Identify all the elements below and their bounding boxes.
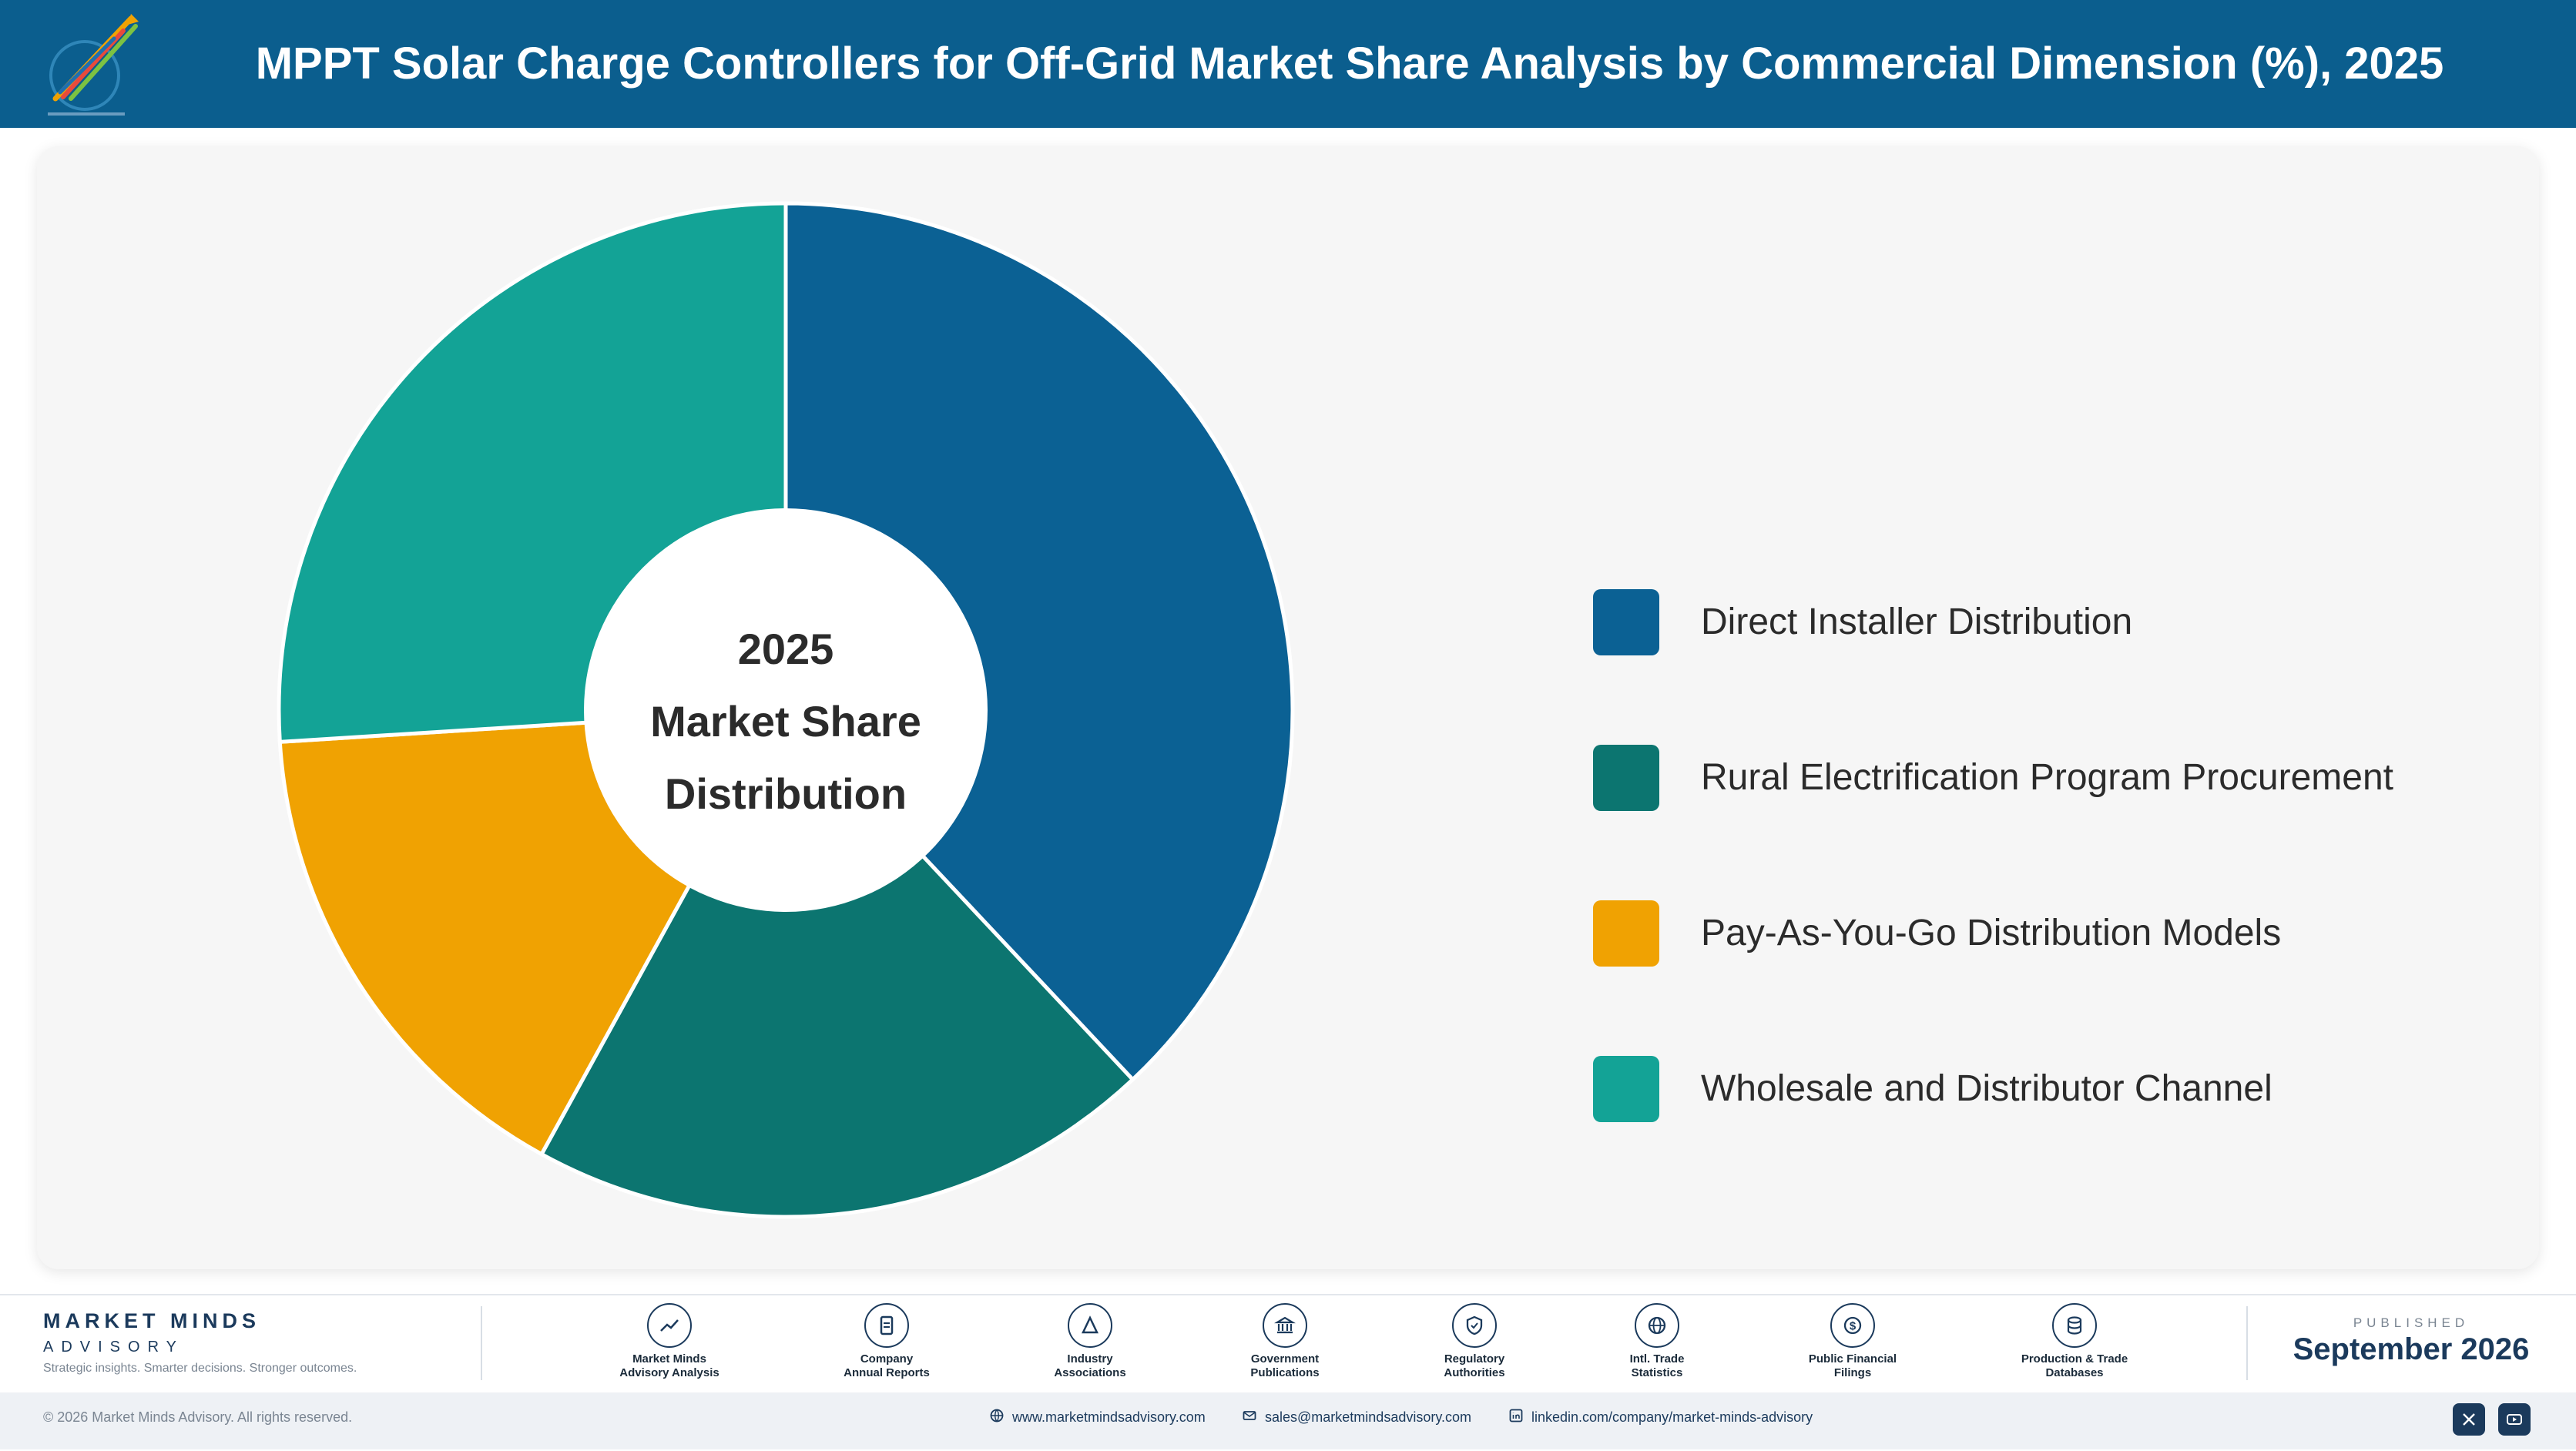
shield-icon (1452, 1303, 1497, 1348)
youtube-social-button[interactable] (2498, 1403, 2531, 1436)
brand-tagline: Strategic insights. Smarter decisions. S… (43, 1362, 357, 1375)
source-label: Public Financial (1808, 1352, 1897, 1366)
document-icon (864, 1303, 909, 1348)
x-icon (2463, 1413, 2475, 1426)
source-company-reports: Company Annual Reports (810, 1303, 964, 1380)
linkedin-text: linkedin.com/company/market-minds-adviso… (1531, 1409, 1813, 1425)
source-label: Annual Reports (844, 1366, 930, 1379)
email-text: sales@marketmindsadvisory.com (1265, 1409, 1472, 1425)
globe-icon (1635, 1303, 1679, 1348)
source-label: Associations (1054, 1366, 1126, 1379)
donut-chart: 2025 Market Share Distribution (277, 201, 1295, 1219)
government-icon (1263, 1303, 1307, 1348)
source-label: Industry (1067, 1352, 1113, 1366)
linkedin-link[interactable]: linkedin.com/company/market-minds-adviso… (1508, 1408, 1813, 1427)
copyright-text: © 2026 Market Minds Advisory. All rights… (43, 1409, 353, 1425)
legend-label: Rural Electrification Program Procuremen… (1701, 757, 2393, 798)
svg-text:$: $ (1850, 1320, 1857, 1333)
source-industry-associations: Industry Associations (1013, 1303, 1167, 1380)
mail-icon (1242, 1408, 1257, 1427)
legend-swatch (1593, 1056, 1659, 1122)
legend-swatch (1593, 745, 1659, 811)
network-icon (1068, 1303, 1112, 1348)
globe-icon (989, 1408, 1005, 1427)
website-text: www.marketmindsadvisory.com (1012, 1409, 1206, 1425)
source-label: Publications (1250, 1366, 1320, 1379)
source-label: Statistics (1631, 1366, 1683, 1379)
x-social-button[interactable] (2453, 1403, 2485, 1436)
chart-card: 2025 Market Share Distribution Direct In… (37, 146, 2539, 1269)
bottom-bar (0, 1392, 2576, 1449)
trend-icon (647, 1303, 692, 1348)
legend-label: Pay-As-You-Go Distribution Models (1701, 913, 2282, 953)
legend-label: Direct Installer Distribution (1701, 602, 2133, 642)
company-logo (48, 14, 139, 116)
legend-swatch (1593, 900, 1659, 967)
published-label: PUBLISHED (2353, 1315, 2470, 1330)
linkedin-icon (1508, 1408, 1524, 1427)
source-government: Government Publications (1208, 1303, 1362, 1380)
page-title: MPPT Solar Charge Controllers for Off-Gr… (255, 39, 2444, 89)
database-icon (2052, 1303, 2097, 1348)
email-link[interactable]: sales@marketmindsadvisory.com (1242, 1408, 1471, 1427)
source-regulatory: Regulatory Authorities (1397, 1303, 1551, 1380)
donut-hole (584, 508, 988, 912)
source-label: Company (860, 1352, 914, 1366)
source-financial-filings: $ Public Financial Filings (1776, 1303, 1930, 1380)
dollar-icon: $ (1830, 1303, 1875, 1348)
brand-subtitle: ADVISORY (43, 1339, 184, 1355)
source-trade-databases: Production & Trade Databases (1997, 1303, 2152, 1380)
youtube-icon (2507, 1414, 2522, 1425)
legend-label: Wholesale and Distributor Channel (1701, 1068, 2272, 1109)
source-label: Authorities (1444, 1366, 1505, 1379)
source-label: Filings (1833, 1366, 1872, 1379)
source-label: Government (1250, 1352, 1320, 1366)
source-label: Databases (2045, 1366, 2104, 1379)
source-market-minds: Market Minds Advisory Analysis (592, 1303, 746, 1380)
source-label: Regulatory (1444, 1352, 1505, 1366)
source-label: Intl. Trade (1629, 1352, 1685, 1366)
footer-divider (481, 1306, 482, 1380)
pie-slice-rural-electrification-program-procurement (538, 706, 1135, 1219)
center-label-line2: Market Share (650, 697, 921, 746)
center-label-line3: Distribution (665, 769, 907, 818)
footer-divider (2246, 1306, 2248, 1380)
legend-swatch (1593, 589, 1659, 655)
brand-name: MARKET MINDS (43, 1309, 260, 1332)
header-bar: MPPT Solar Charge Controllers for Off-Gr… (0, 0, 2576, 128)
pie-slice-direct-installer-distribution (783, 201, 1295, 1083)
source-label: Advisory Analysis (619, 1366, 719, 1379)
website-link[interactable]: www.marketmindsadvisory.com (989, 1408, 1206, 1427)
source-label: Market Minds (632, 1352, 706, 1366)
source-label: Production & Trade (2021, 1352, 2128, 1366)
center-label-year: 2025 (738, 625, 834, 673)
published-date: September 2026 (2293, 1332, 2530, 1366)
source-trade-statistics: Intl. Trade Statistics (1580, 1303, 1734, 1380)
